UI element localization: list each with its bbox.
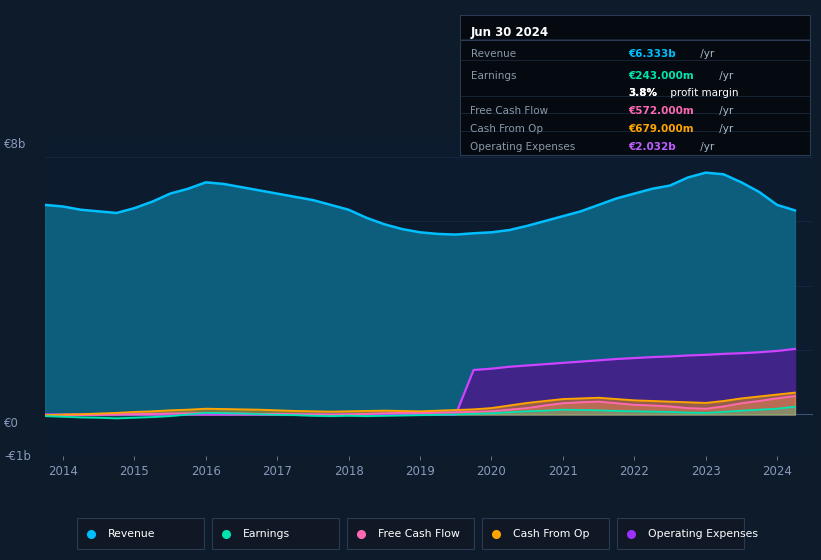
Text: /yr: /yr	[716, 106, 733, 116]
Text: /yr: /yr	[696, 49, 713, 59]
Text: Operating Expenses: Operating Expenses	[648, 529, 758, 539]
Text: €2.032b: €2.032b	[628, 142, 676, 152]
Text: Revenue: Revenue	[108, 529, 155, 539]
Text: €0: €0	[4, 417, 19, 430]
Text: /yr: /yr	[696, 142, 713, 152]
Text: Earnings: Earnings	[470, 71, 516, 81]
FancyBboxPatch shape	[76, 518, 204, 549]
Text: Jun 30 2024: Jun 30 2024	[470, 26, 548, 39]
Text: 3.8%: 3.8%	[628, 88, 657, 98]
Text: 3.8%: 3.8%	[628, 88, 657, 98]
Text: €679.000m: €679.000m	[628, 124, 694, 134]
Text: profit margin: profit margin	[667, 88, 739, 98]
Text: Operating Expenses: Operating Expenses	[470, 142, 576, 152]
Text: /yr: /yr	[716, 71, 733, 81]
Text: €572.000m: €572.000m	[628, 106, 694, 116]
Text: Earnings: Earnings	[243, 529, 290, 539]
FancyBboxPatch shape	[212, 518, 339, 549]
Text: Free Cash Flow: Free Cash Flow	[378, 529, 460, 539]
FancyBboxPatch shape	[346, 518, 475, 549]
Text: Cash From Op: Cash From Op	[513, 529, 589, 539]
Text: -€1b: -€1b	[4, 450, 31, 463]
Text: €243.000m: €243.000m	[628, 71, 694, 81]
Text: Revenue: Revenue	[470, 49, 516, 59]
FancyBboxPatch shape	[617, 518, 745, 549]
Text: /yr: /yr	[716, 124, 733, 134]
FancyBboxPatch shape	[482, 518, 609, 549]
Text: Free Cash Flow: Free Cash Flow	[470, 106, 548, 116]
Text: Cash From Op: Cash From Op	[470, 124, 544, 134]
Text: €8b: €8b	[4, 138, 26, 151]
Text: €6.333b: €6.333b	[628, 49, 676, 59]
